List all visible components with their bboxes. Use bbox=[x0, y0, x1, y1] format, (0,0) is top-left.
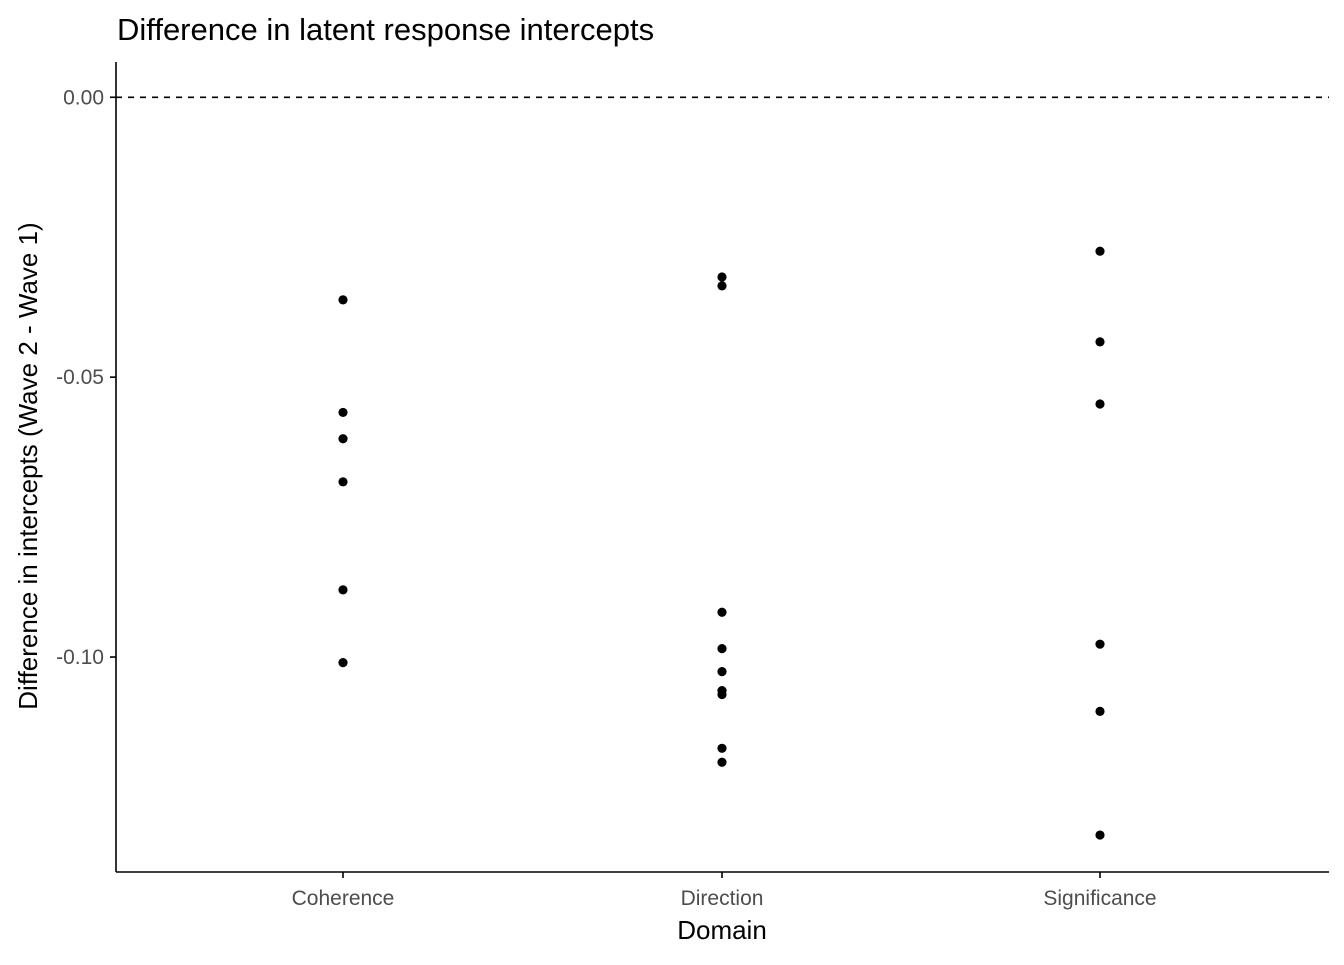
y-tick-label: -0.05 bbox=[56, 366, 104, 389]
data-point bbox=[1095, 830, 1105, 840]
data-point bbox=[338, 585, 348, 595]
data-point bbox=[1095, 639, 1105, 649]
data-point bbox=[338, 295, 348, 305]
data-point bbox=[338, 477, 348, 487]
data-point bbox=[717, 644, 727, 654]
data-point bbox=[717, 689, 727, 700]
data-point bbox=[1095, 337, 1105, 347]
x-tick-label: Direction bbox=[681, 887, 764, 910]
y-tick-label: 0.00 bbox=[63, 86, 104, 109]
data-point bbox=[717, 666, 727, 677]
data-point bbox=[717, 281, 727, 291]
x-axis-title: Domain bbox=[677, 915, 767, 945]
data-point bbox=[1095, 399, 1105, 409]
data-point bbox=[338, 407, 348, 418]
data-point bbox=[1095, 706, 1105, 716]
x-tick-label: Significance bbox=[1043, 887, 1156, 910]
x-axis-ticks: Coherence Direction Significance bbox=[292, 872, 1157, 910]
y-axis-title: Difference in intercepts (Wave 2 - Wave … bbox=[13, 222, 43, 709]
chart-title: Difference in latent response intercepts bbox=[117, 12, 654, 47]
x-tick-label: Coherence bbox=[292, 887, 395, 910]
data-point bbox=[717, 757, 727, 767]
data-point bbox=[717, 272, 727, 282]
data-points-layer bbox=[338, 246, 1105, 840]
data-point bbox=[717, 607, 727, 617]
data-point bbox=[338, 658, 348, 668]
data-point bbox=[717, 743, 727, 753]
y-axis-ticks: 0.00 -0.05 -0.10 bbox=[56, 86, 116, 669]
y-tick-label: -0.10 bbox=[56, 646, 104, 669]
data-point bbox=[338, 434, 348, 444]
data-point bbox=[1095, 246, 1105, 256]
